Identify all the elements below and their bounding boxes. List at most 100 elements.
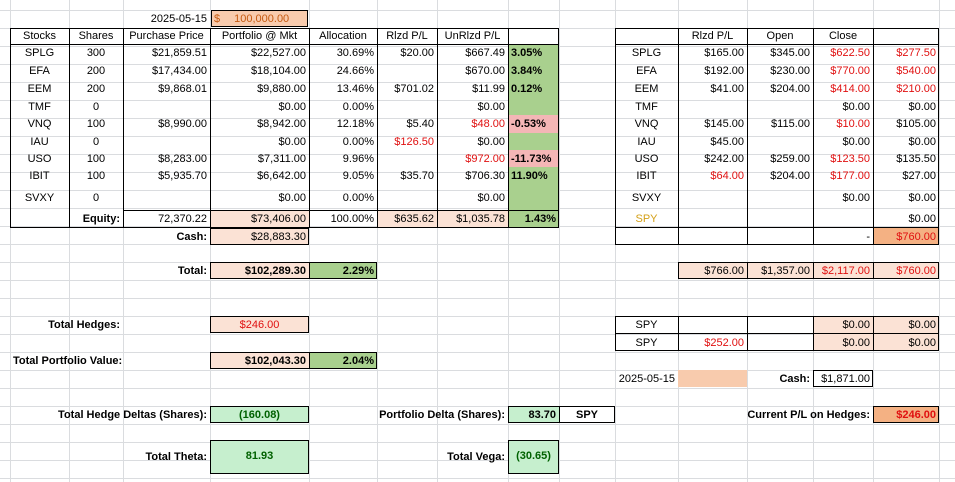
- total-pct[interactable]: 2.29%: [309, 262, 377, 279]
- stock-unrlzd-pl[interactable]: $670.00: [465, 65, 505, 77]
- capital-cell[interactable]: $ 100,000.00: [211, 10, 308, 27]
- stock-shares[interactable]: 0: [92, 191, 100, 204]
- stock-unrlzd-pct[interactable]: -11.73%: [508, 150, 559, 167]
- right-stock-close[interactable]: $123.50: [830, 152, 870, 165]
- stock-allocation[interactable]: 0.00%: [342, 191, 374, 204]
- stock-rlzd-pl[interactable]: [377, 185, 437, 210]
- right-total-net[interactable]: $760.00: [873, 262, 939, 279]
- stock-portfolio-mkt[interactable]: $0.00: [278, 191, 306, 204]
- stock-rlzd-pl[interactable]: $5.40: [406, 118, 434, 130]
- stock-allocation[interactable]: 13.46%: [336, 83, 374, 95]
- stock-allocation[interactable]: 24.66%: [336, 65, 374, 77]
- right-stock-net[interactable]: $540.00: [896, 65, 936, 77]
- equity-allocation[interactable]: 100.00%: [330, 212, 374, 225]
- hedge-row-1-close[interactable]: $0.00: [813, 316, 873, 333]
- equity-mkt[interactable]: $73,406.00: [210, 210, 309, 227]
- right-stock-close[interactable]: $414.00: [830, 83, 870, 95]
- right-stock-rlzd[interactable]: [678, 98, 747, 115]
- stock-unrlzd-pl[interactable]: $706.30: [465, 170, 505, 182]
- right-stock-net[interactable]: $277.50: [896, 47, 936, 59]
- stock-purchase-price[interactable]: [123, 98, 210, 115]
- stock-portfolio-mkt[interactable]: $6,642.00: [257, 170, 306, 182]
- right-stock-open[interactable]: $204.00: [770, 83, 810, 95]
- stock-unrlzd-pct[interactable]: [508, 133, 559, 150]
- stock-portfolio-mkt[interactable]: $0.00: [278, 135, 306, 148]
- right-stock-net[interactable]: $210.00: [896, 83, 936, 95]
- right-total-open[interactable]: $1,357.00: [747, 262, 813, 279]
- stock-purchase-price[interactable]: $8,990.00: [158, 118, 207, 130]
- right-stock-rlzd[interactable]: $41.00: [710, 83, 744, 95]
- total-value[interactable]: $102,289.30: [210, 262, 309, 279]
- stock-shares[interactable]: 300: [86, 47, 106, 59]
- stock-allocation[interactable]: 9.96%: [342, 152, 374, 165]
- stock-rlzd-pl[interactable]: [377, 62, 437, 80]
- stock-unrlzd-pl[interactable]: $11.99: [472, 83, 505, 95]
- right-stock-open[interactable]: [747, 185, 813, 210]
- stock-unrlzd-pl[interactable]: $0.00: [477, 135, 505, 148]
- stock-shares[interactable]: 200: [86, 65, 106, 77]
- right-stock-open[interactable]: [747, 98, 813, 115]
- stock-allocation[interactable]: 0.00%: [342, 100, 374, 113]
- stock-unrlzd-pl[interactable]: $972.00: [465, 152, 505, 165]
- right-date[interactable]: 2025-05-15: [618, 372, 675, 385]
- stock-unrlzd-pl[interactable]: $0.00: [477, 100, 505, 113]
- right-stock-open[interactable]: $204.00: [770, 170, 810, 182]
- stock-portfolio-mkt[interactable]: $18,104.00: [250, 65, 306, 77]
- equity-unrlzd[interactable]: $1,035.78: [437, 210, 508, 227]
- right-stock-open[interactable]: [747, 133, 813, 150]
- stock-unrlzd-pl[interactable]: $0.00: [477, 191, 505, 204]
- stock-shares[interactable]: 100: [86, 170, 106, 182]
- portfolio-pct[interactable]: 2.04%: [309, 352, 377, 369]
- right-stock-open[interactable]: $230.00: [770, 65, 810, 77]
- stock-portfolio-mkt[interactable]: $7,311.00: [257, 152, 306, 165]
- stock-rlzd-pl[interactable]: $126.50: [394, 135, 434, 148]
- right-stock-rlzd[interactable]: $165.00: [704, 47, 744, 59]
- stock-portfolio-mkt[interactable]: $0.00: [278, 100, 306, 113]
- stock-shares[interactable]: 0: [92, 100, 100, 113]
- right-dash-net[interactable]: $760.00: [873, 228, 939, 245]
- right-stock-close[interactable]: $0.00: [842, 191, 870, 204]
- stock-purchase-price[interactable]: [123, 133, 210, 150]
- right-stock-rlzd[interactable]: [678, 185, 747, 210]
- right-stock-open[interactable]: $345.00: [770, 47, 810, 59]
- right-total-rlzd[interactable]: $766.00: [678, 262, 747, 279]
- stock-unrlzd-pct[interactable]: -0.53%: [508, 115, 559, 133]
- right-stock-net[interactable]: $135.50: [896, 152, 936, 165]
- right-stock-close[interactable]: $0.00: [842, 135, 870, 148]
- equity-rlzd[interactable]: $635.62: [377, 210, 437, 227]
- stock-rlzd-pl[interactable]: [377, 98, 437, 115]
- stock-rlzd-pl[interactable]: $701.02: [394, 83, 434, 95]
- right-stock-net[interactable]: $105.00: [896, 118, 936, 130]
- stock-purchase-price[interactable]: $8,283.00: [158, 152, 207, 165]
- right-stock-close[interactable]: $0.00: [842, 100, 870, 113]
- stock-shares[interactable]: 0: [92, 135, 100, 148]
- right-total-close[interactable]: $2,117.00: [813, 262, 873, 279]
- cash-value[interactable]: $28,883.30: [210, 228, 309, 245]
- right-stock-net[interactable]: $0.00: [908, 135, 936, 148]
- hedge-deltas-value[interactable]: (160.08): [210, 406, 309, 423]
- equity-purchase[interactable]: 72,370.22: [158, 212, 207, 225]
- stock-unrlzd-pl[interactable]: $667.49: [465, 47, 505, 59]
- total-hedges-value[interactable]: $246.00: [210, 316, 309, 333]
- stock-allocation[interactable]: 12.18%: [336, 118, 374, 130]
- right-cash-value[interactable]: $1,871.00: [821, 372, 870, 385]
- right-stock-close[interactable]: $622.50: [830, 47, 870, 59]
- right-stock-net[interactable]: $0.00: [908, 100, 936, 113]
- right-stock-open[interactable]: $259.00: [770, 152, 810, 165]
- stock-rlzd-pl[interactable]: [377, 150, 437, 167]
- stock-portfolio-mkt[interactable]: $8,942.00: [257, 118, 306, 130]
- hedge-row-2-net[interactable]: $0.00: [873, 334, 939, 351]
- right-stock-rlzd[interactable]: $145.00: [704, 118, 744, 130]
- right-stock-close[interactable]: $177.00: [830, 170, 870, 182]
- right-stock-open[interactable]: $115.00: [771, 118, 810, 130]
- hedge-row-2-rlzd[interactable]: $252.00: [704, 336, 744, 349]
- stock-rlzd-pl[interactable]: $20.00: [400, 47, 434, 59]
- right-stock-rlzd[interactable]: $242.00: [704, 152, 744, 165]
- stock-portfolio-mkt[interactable]: $9,880.00: [257, 83, 306, 95]
- stock-unrlzd-pl[interactable]: $48.00: [471, 118, 505, 130]
- right-date-input[interactable]: [678, 370, 747, 387]
- theta-value[interactable]: 81.93: [210, 440, 309, 474]
- right-stock-rlzd[interactable]: $45.00: [710, 135, 744, 148]
- stock-unrlzd-pct[interactable]: [508, 98, 559, 115]
- stock-rlzd-pl[interactable]: $35.70: [400, 170, 434, 182]
